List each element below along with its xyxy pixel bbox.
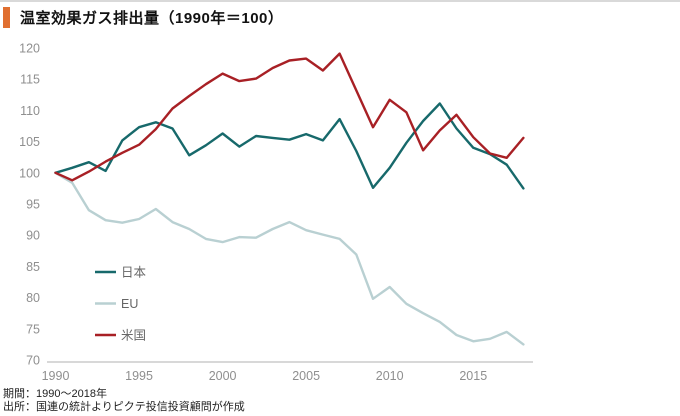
- y-tick-label: 105: [19, 135, 40, 149]
- y-tick-label: 120: [19, 42, 40, 56]
- chart-title-row: 温室効果ガス排出量（1990年＝100）: [3, 7, 283, 28]
- y-tick-label: 90: [26, 229, 40, 243]
- y-tick-label: 100: [19, 166, 40, 180]
- x-tick-label: 2005: [292, 369, 320, 383]
- y-tick-label: 95: [26, 198, 40, 212]
- title-accent-bar: [3, 7, 10, 28]
- legend-label-EU: EU: [121, 297, 138, 311]
- footer-source: 出所：国連の統計よりピクテ投信投資顧問が作成: [3, 401, 245, 413]
- legend-label-米国: 米国: [121, 329, 146, 343]
- chart-footer: 期間：1990～2018年 出所：国連の統計よりピクテ投信投資顧問が作成: [3, 388, 245, 414]
- footer-period: 期間：1990～2018年: [3, 388, 107, 400]
- x-tick-label: 2010: [376, 369, 404, 383]
- y-tick-label: 115: [20, 73, 40, 87]
- x-tick-label: 1990: [42, 369, 70, 383]
- x-tick-label: 2000: [209, 369, 237, 383]
- y-tick-label: 110: [20, 104, 40, 118]
- y-tick-label: 85: [26, 260, 40, 274]
- legend-label-日本: 日本: [121, 266, 147, 280]
- x-tick-label: 2015: [459, 369, 487, 383]
- y-tick-label: 75: [26, 322, 40, 336]
- x-tick-label: 1995: [125, 369, 153, 383]
- y-tick-label: 80: [26, 291, 40, 305]
- y-tick-label: 70: [26, 354, 40, 368]
- page-title: 温室効果ガス排出量（1990年＝100）: [20, 10, 284, 27]
- series-line-EU: [54, 171, 525, 346]
- series-line-米国: [54, 52, 525, 182]
- series-line-日本: [54, 102, 525, 190]
